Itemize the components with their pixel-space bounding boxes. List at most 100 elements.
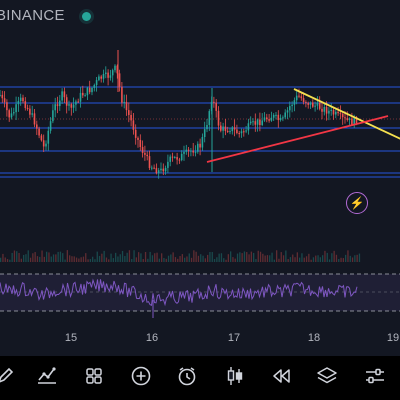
candle-body [49, 121, 52, 131]
volume-bar [335, 254, 338, 262]
volume-bar [195, 251, 197, 262]
candle-body [1, 94, 4, 99]
volume-bar [174, 257, 177, 262]
candles-icon[interactable] [220, 356, 250, 396]
candle-body [314, 105, 316, 107]
support-trendline [206, 115, 389, 163]
volume-bar [144, 252, 147, 262]
volume-bar [103, 250, 105, 262]
candle-body [233, 127, 236, 130]
candle-body [353, 117, 355, 125]
candle-body [298, 95, 300, 97]
candle-body [291, 104, 293, 107]
lightning-icon[interactable]: ⚡ [346, 192, 368, 214]
layouts-grid-icon[interactable] [79, 356, 109, 396]
resistance-trendline [293, 88, 400, 140]
volume-bar [289, 257, 292, 262]
candle-body [330, 109, 332, 111]
candle-body [155, 168, 158, 174]
x-tick-label-16: 16 [145, 332, 159, 344]
candle-body [192, 150, 194, 153]
candle-body [121, 86, 123, 103]
volume-bar [29, 257, 32, 262]
add-plus-icon[interactable] [126, 356, 156, 396]
volume-bar [154, 253, 156, 262]
candle-body [190, 150, 192, 152]
volume-bar [27, 250, 29, 262]
volume-bar [216, 257, 218, 262]
candle-body [123, 101, 125, 103]
candle-body [29, 108, 31, 115]
volume-bar [354, 255, 356, 262]
volume-bar [301, 253, 303, 262]
candle-body [321, 108, 323, 112]
candle-body [286, 110, 289, 113]
price-chart[interactable] [0, 0, 400, 355]
volume-bar [243, 251, 246, 262]
volume-bar [200, 254, 202, 262]
candle-body [339, 113, 342, 115]
chart-area[interactable]: BINANCE ⚡ 15 16 17 18 19 [0, 0, 400, 355]
layers-icon[interactable] [312, 356, 342, 396]
candle-body [144, 152, 146, 155]
volume-bar [259, 251, 262, 262]
candle-body [148, 156, 151, 168]
alert-clock-icon[interactable] [172, 356, 202, 396]
volume-bar [9, 259, 11, 262]
candle-body [220, 125, 222, 131]
candle-body [88, 87, 91, 93]
volume-bar [246, 252, 248, 262]
drawing-tool-icon[interactable] [0, 356, 20, 396]
volume-bar [223, 258, 225, 262]
candle-body [174, 157, 176, 159]
volume-bar [156, 252, 158, 262]
candle-body [238, 133, 240, 135]
candle-body [277, 114, 280, 121]
candle-body [86, 87, 89, 96]
volume-bar [41, 250, 43, 262]
candle-body [22, 97, 24, 102]
volume-bar [151, 255, 154, 262]
volume-bar [186, 256, 188, 262]
candle-body [348, 118, 351, 120]
exchange-label: BINANCE [0, 7, 65, 24]
candle-body [31, 113, 33, 115]
volume-bar [89, 259, 91, 262]
candle-body [36, 124, 38, 129]
candle-body [180, 153, 183, 161]
candle-body [203, 129, 206, 138]
volume-bar [292, 254, 294, 262]
candle-body [45, 143, 47, 147]
volume-bar [241, 253, 243, 262]
volume-bar [172, 252, 174, 262]
volume-bar [105, 257, 108, 262]
volume-bar [255, 259, 257, 262]
volume-bar [349, 255, 351, 262]
volume-bar [188, 253, 190, 262]
settings-sliders-icon[interactable] [360, 356, 390, 396]
volume-bar [271, 252, 273, 262]
candle-body [325, 106, 328, 114]
candle-body [337, 111, 339, 114]
candle-body [63, 91, 66, 98]
candle-body [183, 151, 185, 154]
volume-bar [299, 257, 301, 262]
volume-bar [115, 252, 117, 262]
replay-icon[interactable] [266, 356, 296, 396]
candle-body [107, 72, 109, 78]
volume-bar [165, 258, 167, 262]
candle-body [79, 92, 82, 102]
candle-body [355, 117, 358, 124]
candle-body [82, 92, 84, 96]
volume-bar [340, 257, 342, 262]
volume-bar [253, 252, 255, 262]
volume-bar [85, 253, 87, 262]
candle-body [263, 117, 266, 121]
volume-bar [46, 251, 48, 262]
candle-body [344, 117, 346, 119]
volume-bar [351, 257, 354, 262]
candle-body [38, 128, 40, 136]
volume-bar [55, 254, 57, 262]
volume-bar [296, 252, 298, 262]
indicators-icon[interactable] [32, 356, 62, 396]
